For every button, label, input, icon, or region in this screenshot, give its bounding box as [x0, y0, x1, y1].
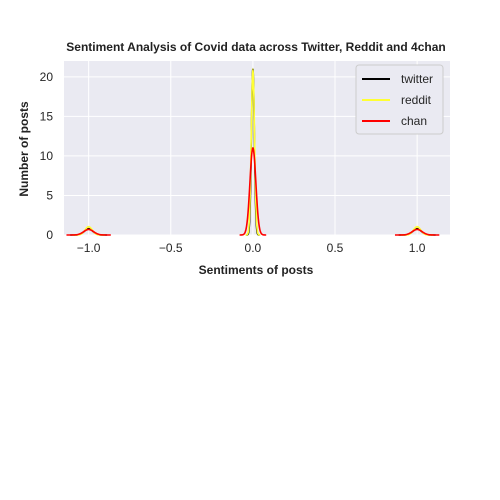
- legend-label-reddit: reddit: [401, 93, 432, 107]
- series-lines: [66, 67, 440, 236]
- legend-box: [355, 64, 444, 135]
- y-tick-label: 5: [46, 188, 53, 202]
- y-axis-label: Number of posts: [17, 101, 31, 197]
- x-tick-label: −1.0: [77, 241, 101, 255]
- x-tick-label: 1.0: [409, 241, 426, 255]
- legend-label-chan: chan: [401, 114, 427, 128]
- x-tick-label: 0.0: [245, 241, 262, 255]
- series-line-chan: [394, 228, 440, 236]
- y-tick-label: 0: [46, 228, 53, 242]
- y-tick-label: 10: [40, 149, 54, 163]
- y-tick-label: 15: [40, 109, 54, 123]
- x-axis-label: Sentiments of posts: [199, 263, 314, 277]
- y-tick-label: 20: [40, 70, 54, 84]
- series-line-chan: [239, 146, 267, 236]
- chart-title: Sentiment Analysis of Covid data across …: [66, 40, 445, 54]
- series-line-chan: [66, 228, 111, 236]
- x-tick-label: −0.5: [159, 241, 183, 255]
- legend-label-twitter: twitter: [401, 72, 433, 86]
- tick-labels: −1.0 −0.5 0.0 0.5 1.0 0 5 10 15 20: [40, 70, 426, 255]
- x-tick-label: 0.5: [327, 241, 344, 255]
- legend: twitter reddit chan: [355, 64, 444, 135]
- series-line-reddit: [245, 67, 261, 236]
